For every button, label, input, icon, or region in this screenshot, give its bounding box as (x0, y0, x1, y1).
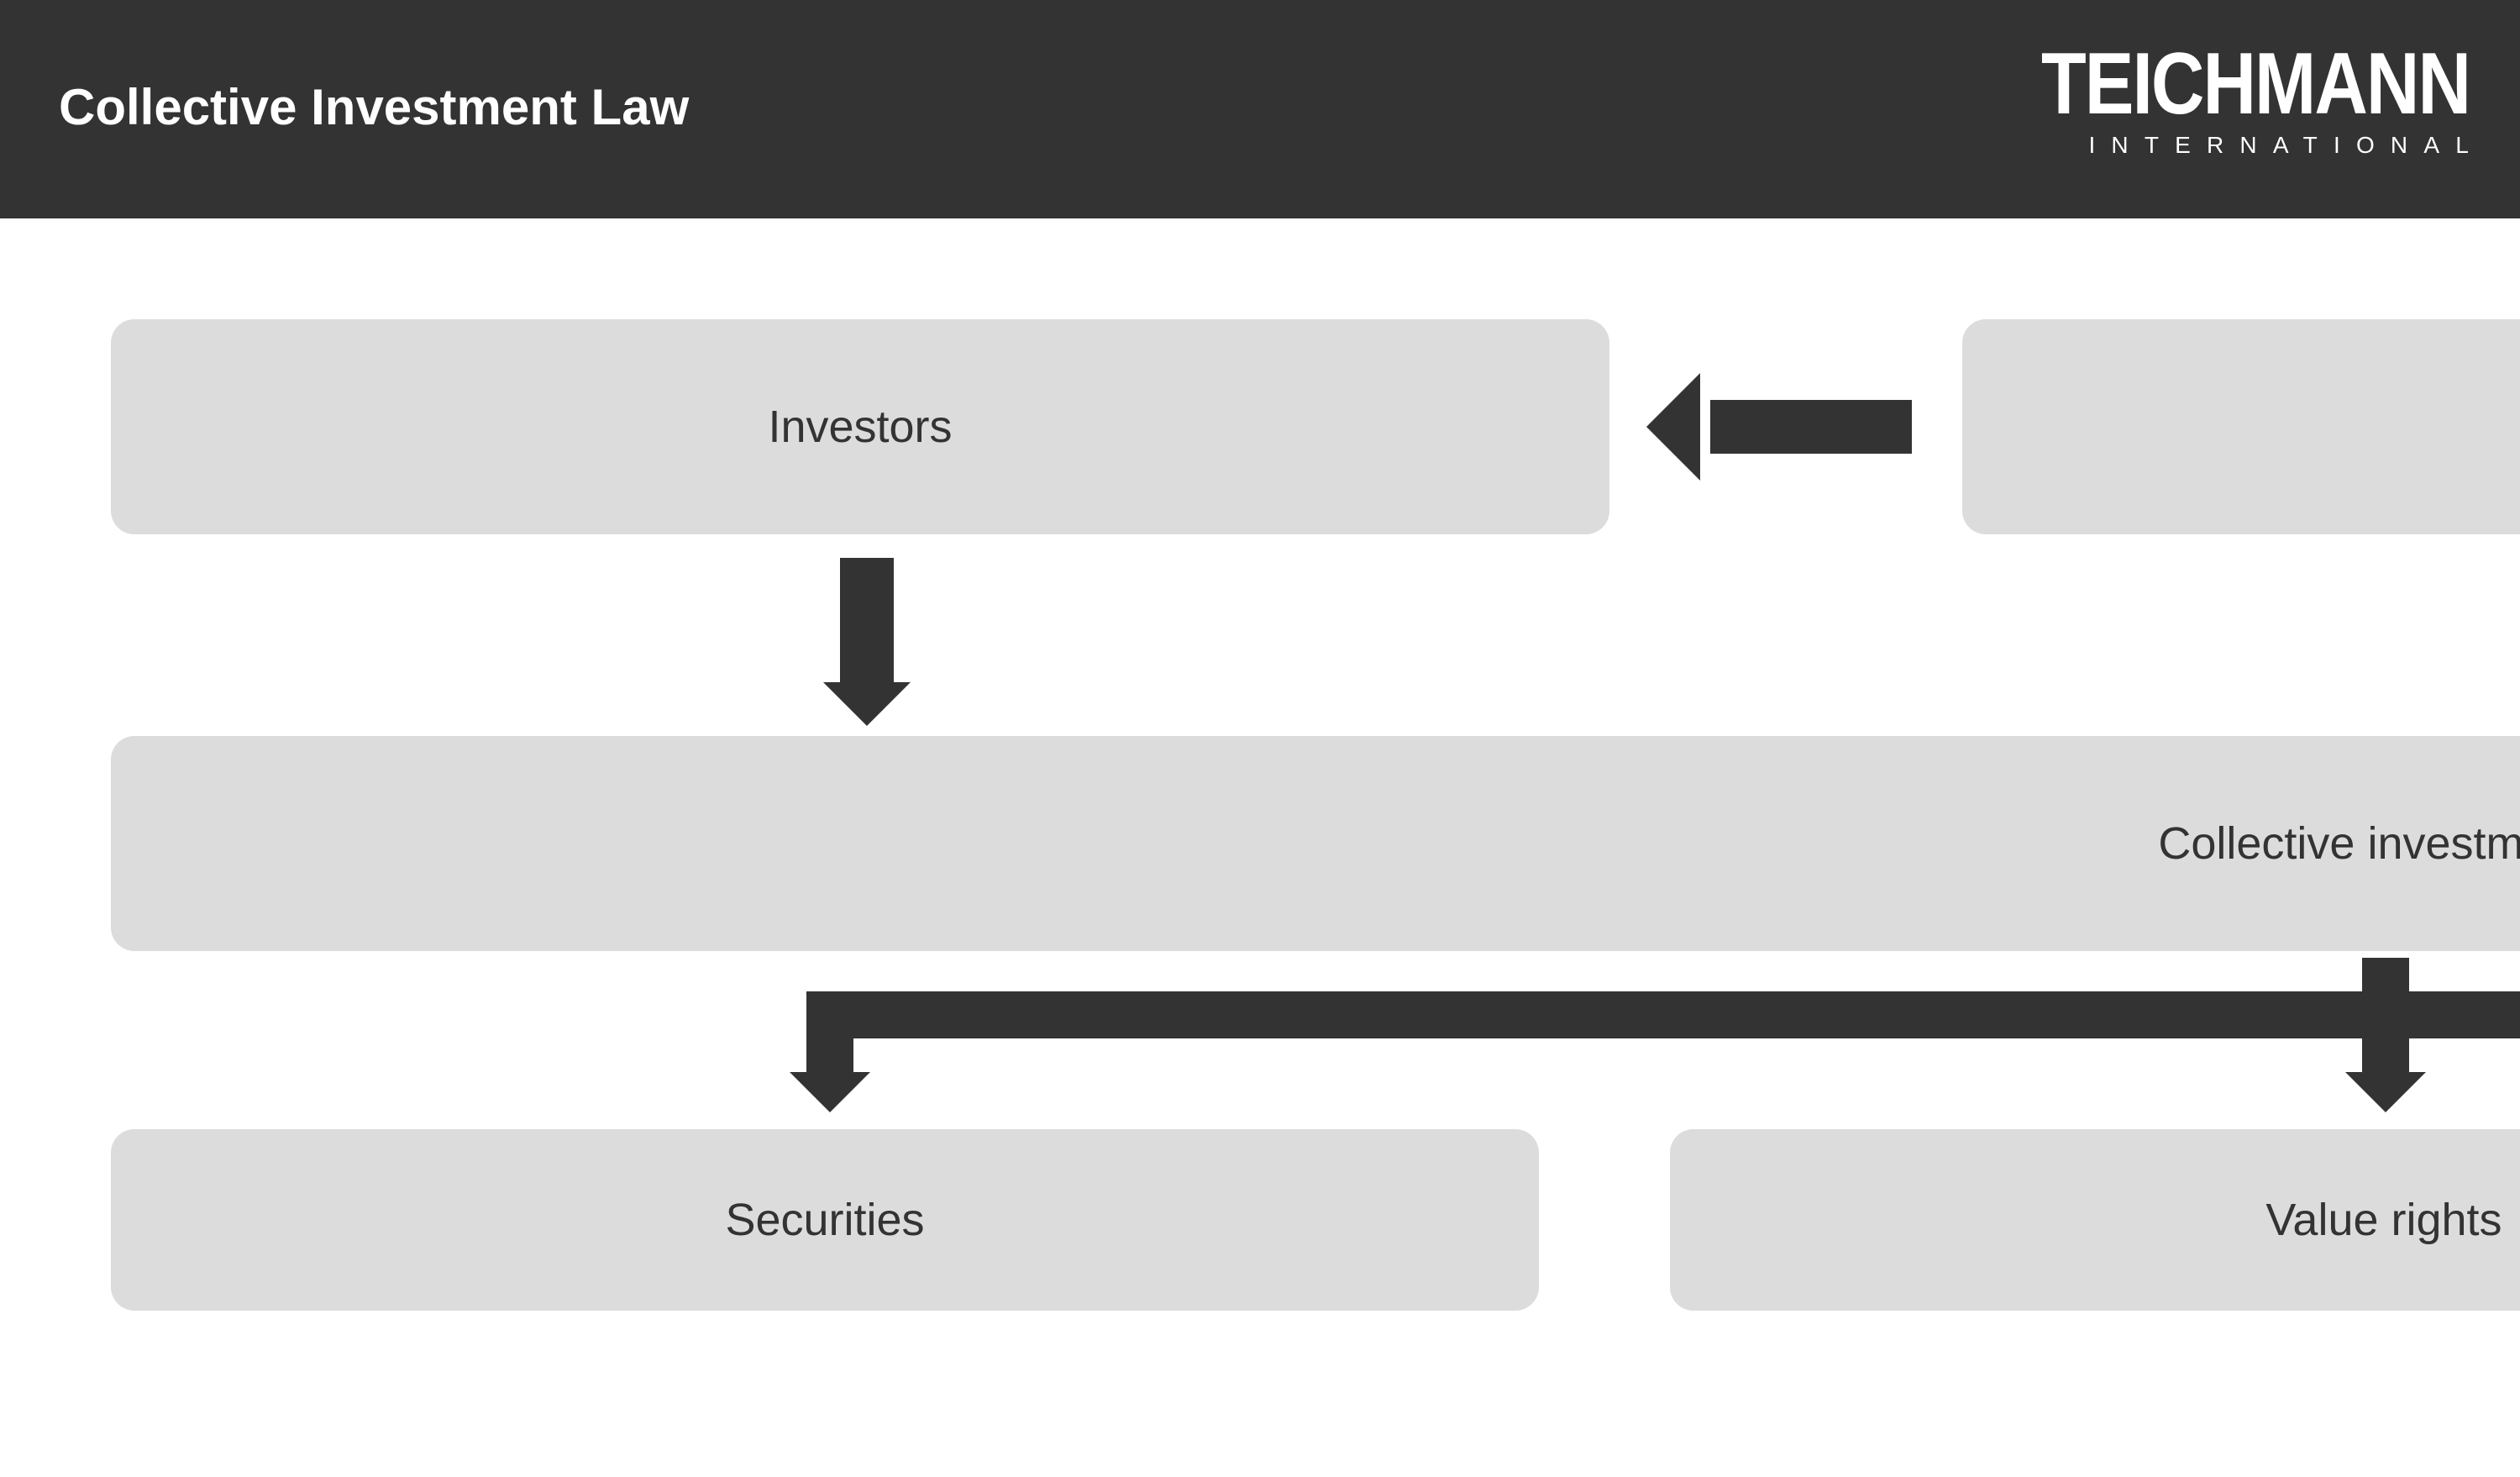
node-collective-investments: Collective investments (111, 736, 2520, 951)
arrow-investors-to-collective (840, 558, 894, 692)
branch-drop-valuerights (2362, 1032, 2409, 1075)
node-investors: Investors (111, 319, 1609, 534)
arrow-principle-to-investors (1710, 400, 1912, 454)
page-title: Collective Investment Law (59, 81, 689, 138)
arrow-head-down-icon (2345, 1072, 2426, 1112)
branch-stem (2362, 958, 2409, 991)
branch-hbar (806, 991, 2520, 1038)
node-principle: Principle of equal treatment (1962, 319, 2520, 534)
node-label: Investors (768, 401, 952, 453)
node-label: Collective investments (2158, 817, 2520, 870)
arrow-head-left-icon (1646, 373, 1700, 481)
logo-main-text: TEICHMANN (2041, 50, 2470, 120)
brand-logo: TEICHMANN INTERNATIONAL (2041, 61, 2470, 157)
node-value-rights: Value rights (1670, 1129, 2520, 1311)
arrow-head-down-icon (823, 682, 911, 726)
logo-sub-text: INTERNATIONAL (2041, 130, 2485, 157)
node-securities: Securities (111, 1129, 1539, 1311)
header-bar: Collective Investment Law TEICHMANN INTE… (0, 0, 2520, 218)
node-label: Value rights (2265, 1194, 2502, 1246)
node-label: Securities (725, 1194, 924, 1246)
slide: Collective Investment Law TEICHMANN INTE… (0, 0, 2520, 1477)
branch-drop-securities (806, 1032, 853, 1075)
arrow-head-down-icon (790, 1072, 870, 1112)
